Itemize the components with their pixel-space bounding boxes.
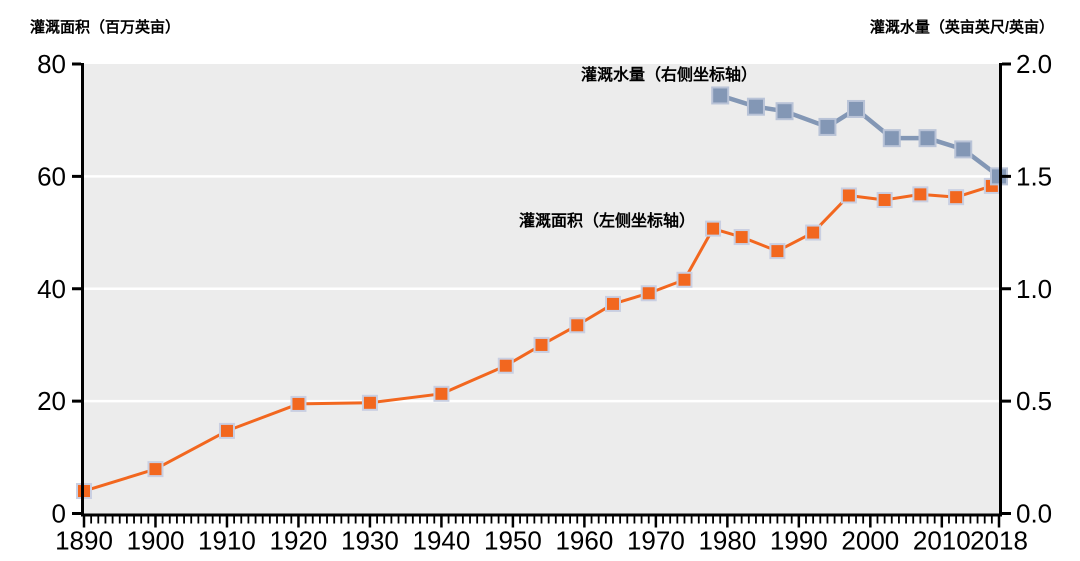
x-tick-label: 1920 (270, 526, 328, 556)
x-tick-label: 1940 (413, 526, 471, 556)
irrigated-area-marker (290, 395, 307, 412)
applied-water-marker (818, 117, 837, 136)
irrigated-area-marker (769, 243, 786, 260)
left-tick-label: 60 (37, 161, 66, 191)
x-tick-label: 1890 (55, 526, 113, 556)
irrigated-area-marker (705, 220, 722, 237)
irrigated-area-marker (218, 422, 235, 439)
applied-water-marker (882, 129, 901, 148)
x-tick-label: 1960 (555, 526, 613, 556)
irrigated-area-marker (147, 461, 164, 478)
applied-water-marker (918, 129, 937, 148)
left-axis-title: 灌溉面积（百万英亩） (30, 19, 181, 36)
right-tick-label: 0.5 (1016, 386, 1052, 416)
left-tick-label: 80 (37, 49, 66, 79)
right-tick-label: 1.0 (1016, 274, 1052, 304)
left-tick-label: 20 (37, 386, 66, 416)
x-tick-label: 1990 (770, 526, 828, 556)
x-tick-label: 1970 (627, 526, 685, 556)
x-tick-label: 2018 (970, 526, 1028, 556)
x-tick-label: 2000 (841, 526, 899, 556)
x-tick-label: 2010 (913, 526, 971, 556)
irrigated-area-marker (569, 317, 586, 334)
right-tick-label: 1.5 (1016, 161, 1052, 191)
applied-water-marker (746, 97, 765, 116)
x-tick-label: 1900 (127, 526, 185, 556)
irrigated-area-marker (604, 295, 621, 312)
left-tick-label: 40 (37, 274, 66, 304)
irrigated-area-marker (533, 336, 550, 353)
irrigated-area-marker (840, 187, 857, 204)
right-tick-label: 2.0 (1016, 49, 1052, 79)
applied-water-marker (847, 99, 866, 118)
irrigated-area-marker (912, 186, 929, 203)
x-tick-label: 1910 (198, 526, 256, 556)
area-series-annotation: 灌溉面积（左侧坐标轴） (518, 213, 696, 230)
irrigated-area-marker (361, 394, 378, 411)
water-series-annotation: 灌溉水量（右侧坐标轴） (580, 67, 758, 84)
irrigated-area-marker (433, 385, 450, 402)
irrigated-area-marker (805, 224, 822, 241)
applied-water-marker (954, 140, 973, 159)
x-tick-label: 1980 (698, 526, 756, 556)
irrigated-area-marker (497, 357, 514, 374)
right-tick-label: 0.0 (1016, 499, 1052, 529)
irrigated-area-marker (948, 189, 965, 206)
left-tick-label: 0 (52, 499, 66, 529)
irrigated-area-marker (676, 271, 693, 288)
applied-water-marker (711, 86, 730, 105)
irrigated-area-marker (876, 191, 893, 208)
irrigated-area-marker (733, 229, 750, 246)
x-tick-label: 1950 (484, 526, 542, 556)
irrigated-area-marker (640, 285, 657, 302)
right-axis-title: 灌溉水量（英亩英尺/英亩） (869, 19, 1054, 36)
x-tick-label: 1930 (341, 526, 399, 556)
applied-water-marker (775, 102, 794, 121)
